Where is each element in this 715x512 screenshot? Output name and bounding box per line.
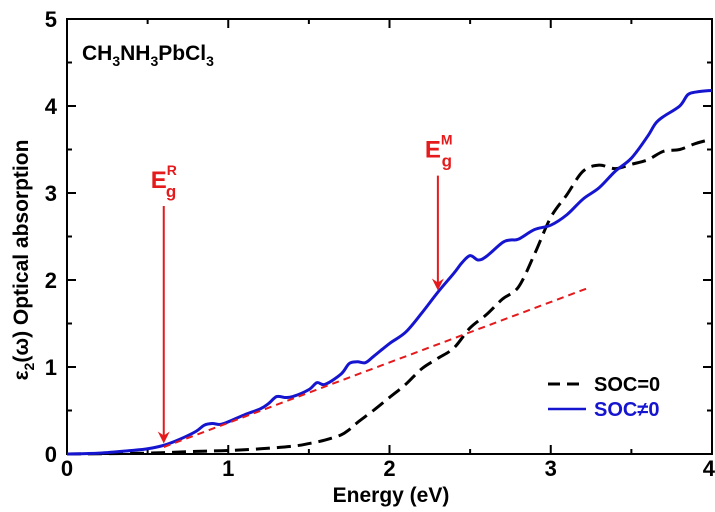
legend-label-soc0: SOC=0: [594, 374, 660, 396]
axis-ticks: 0 1 2 3 4 0 1 2 3 4 5: [45, 7, 715, 481]
annotation-arrowhead: [157, 431, 170, 444]
series-soc-line: [66, 88, 713, 456]
x-tick-label: 0: [61, 456, 73, 481]
y-tick-label: 2: [45, 268, 57, 293]
legend-label-soc: SOC≠0: [594, 399, 659, 421]
legend: SOC=0 SOC≠0: [548, 374, 660, 421]
y-tick-label: 1: [45, 355, 57, 380]
x-tick-label: 3: [545, 456, 557, 481]
y-tick-label: 0: [45, 442, 57, 467]
eg-r-label: ER g: [151, 162, 177, 201]
y-tick-label: 3: [45, 181, 57, 206]
eg-m-label: EM g: [425, 132, 453, 171]
x-axis-title: Energy (eV): [333, 484, 450, 507]
x-tick-label: 4: [703, 456, 715, 481]
annotation-layer: ER g EM g: [151, 132, 453, 444]
series-layer: [66, 88, 713, 456]
compound-label: CH3NH3PbCl3: [82, 42, 214, 69]
fit-line: [163, 287, 587, 448]
y-axis-title: ε2(ω) Optical absorption: [10, 140, 37, 381]
y-tick-label: 4: [45, 94, 58, 119]
x-tick-label: 2: [383, 456, 395, 481]
x-tick-label: 1: [222, 456, 234, 481]
annotation-arrowhead: [431, 278, 444, 291]
y-tick-label: 5: [45, 7, 57, 32]
